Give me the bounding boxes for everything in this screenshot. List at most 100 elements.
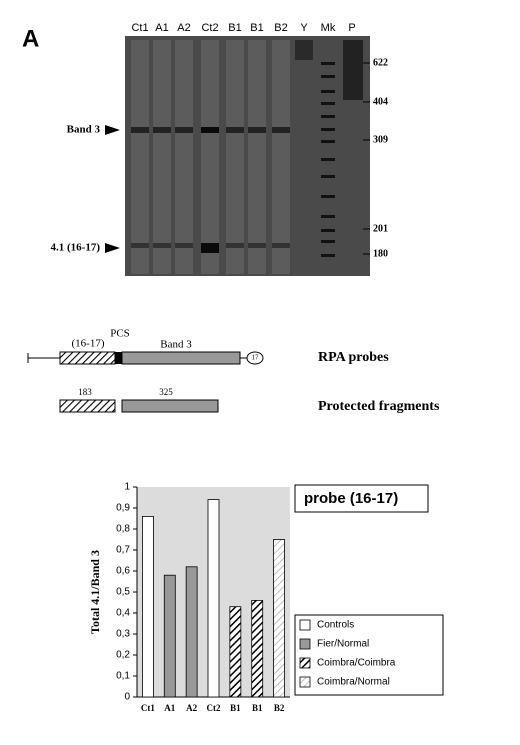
probe-label: (16-17) (72, 338, 105, 350)
x-tick-label: A1 (164, 703, 175, 713)
lane (248, 40, 266, 274)
diagram-title: Protected fragments (318, 399, 440, 414)
ladder-band (321, 115, 335, 118)
ladder-band (321, 102, 335, 105)
band (226, 243, 244, 248)
legend (294, 614, 444, 696)
exon-circle (246, 351, 264, 365)
x-tick-label: A2 (186, 703, 197, 713)
lane-label: B2 (274, 22, 287, 34)
y-tick-label: 0 (124, 692, 130, 703)
smear (343, 40, 363, 100)
band-label: Band 3 (67, 124, 101, 136)
fragment-label: 183 (78, 387, 92, 397)
fragment-label: 325 (159, 387, 173, 397)
band-label: 4.1 (16-17) (51, 242, 101, 254)
probe-label: PCS (110, 328, 130, 340)
lane-label: Y (300, 22, 308, 34)
legend-swatch (299, 638, 311, 650)
legend-swatch (299, 619, 311, 631)
bar (163, 574, 176, 698)
band (248, 127, 266, 133)
band (272, 127, 290, 133)
lane (272, 40, 290, 274)
band (175, 243, 193, 248)
bar (251, 600, 264, 698)
arrow (105, 243, 120, 253)
lane-label: B1 (228, 22, 241, 34)
legend-label: Controls (317, 620, 354, 631)
exon-label: 17 (252, 354, 260, 362)
x-tick-label: B1 (230, 703, 241, 713)
lane-label: B1 (250, 22, 263, 34)
lane (131, 40, 149, 274)
lane-label: P (348, 22, 355, 34)
band (131, 127, 149, 133)
band (201, 243, 219, 253)
fragment (121, 399, 219, 413)
lane-label: A1 (155, 22, 168, 34)
y-tick-label: 0,7 (116, 545, 130, 556)
diagram-title: RPA probes (318, 350, 389, 365)
ladder-band (321, 240, 335, 243)
x-tick-label: B2 (274, 703, 285, 713)
marker-label: 309 (373, 134, 388, 145)
legend-label: Coimbra/Coimbra (317, 658, 396, 669)
pcs-segment (115, 352, 122, 364)
y-tick-label: 0,6 (116, 566, 130, 577)
ladder-band (321, 128, 335, 131)
ladder-band (321, 90, 335, 93)
band (226, 127, 244, 133)
y-tick-label: 0,3 (116, 629, 130, 640)
marker-label: 180 (373, 248, 388, 259)
probe-segment (59, 351, 116, 365)
legend-swatch (299, 657, 311, 669)
band (272, 243, 290, 248)
ladder-band (321, 229, 335, 232)
legend-label: Coimbra/Normal (317, 677, 390, 688)
y-axis-label: Total 4.1/Band 3 (88, 550, 102, 634)
band (201, 127, 219, 133)
y-tick-label: 0,8 (116, 524, 130, 535)
ladder-band (321, 175, 335, 178)
marker-label: 404 (373, 96, 388, 107)
y-tick-label: 0,4 (116, 608, 130, 619)
bar (229, 606, 242, 698)
bar (185, 566, 198, 698)
lane-label: Mk (321, 22, 336, 34)
y-tick-label: 0,9 (116, 503, 130, 514)
ladder-band (321, 140, 335, 143)
ladder-band (321, 62, 335, 65)
lane (295, 40, 313, 60)
y-tick-label: 0,5 (116, 587, 130, 598)
ladder-band (321, 215, 335, 218)
bar (142, 516, 154, 698)
band3-segment (121, 351, 241, 365)
band (248, 243, 266, 248)
fragment (59, 399, 116, 413)
gel-details: Ct1 A1 A2 Ct2 B1 B1 B2 Y Mk P 622 404 309 201 180 (131, 22, 388, 274)
lane (201, 40, 219, 274)
arrow (105, 125, 120, 135)
lane-label: A2 (177, 22, 190, 34)
x-tick-label: Ct2 (207, 703, 221, 713)
ladder-band (321, 158, 335, 161)
y-tick-label: 1 (124, 482, 130, 493)
chart-title: probe (16-17) (304, 490, 398, 507)
y-tick-label: 0,1 (116, 671, 130, 682)
band (153, 127, 171, 133)
x-tick-label: B1 (252, 703, 263, 713)
lane-label: Ct1 (131, 22, 148, 34)
ladder-band (321, 254, 335, 257)
x-tick-label: Ct1 (141, 703, 155, 713)
ladder-band (321, 195, 335, 198)
chart-title-box (294, 484, 429, 513)
bar (273, 539, 285, 698)
ladder-band (321, 75, 335, 78)
band (175, 127, 193, 133)
lane (175, 40, 193, 274)
y-tick-label: 0,2 (116, 650, 130, 661)
bar (207, 499, 220, 698)
legend-label: Fier/Normal (317, 639, 369, 650)
